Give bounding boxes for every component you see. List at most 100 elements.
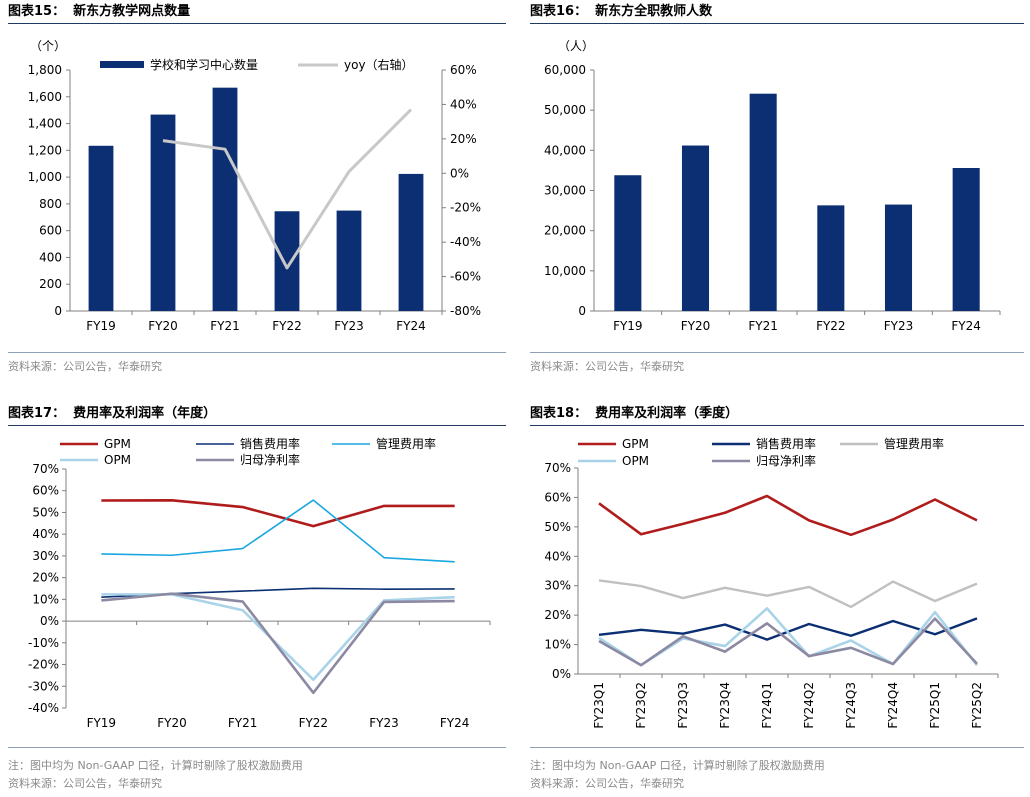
y-tick-label: 10% bbox=[32, 592, 59, 606]
yoy-line bbox=[162, 108, 413, 270]
y-tick-label: 60,000 bbox=[544, 63, 586, 77]
chart-15: （个） 0 200 400 600 800 1,000 1,200 1,400 1,600 1,80… bbox=[28, 39, 481, 333]
legend-label-line: yoy（右轴） bbox=[344, 57, 414, 72]
source-15: 资料来源：公司公告，华泰研究 bbox=[8, 360, 162, 373]
x-tick-label: FY24 bbox=[440, 716, 470, 730]
series-line bbox=[101, 498, 455, 528]
y-tick-label: -40% bbox=[28, 701, 59, 715]
y-tick-label: 0% bbox=[552, 667, 571, 681]
y-tick-label: 50% bbox=[544, 520, 571, 534]
y-tick-label: 10,000 bbox=[544, 264, 586, 278]
y-tick-label-left: 1,600 bbox=[28, 90, 62, 104]
bottom-rule-16 bbox=[530, 352, 1024, 353]
y-tick-label-left: 1,000 bbox=[28, 170, 62, 184]
legend-swatch-bar bbox=[100, 61, 144, 68]
chart-18: 0% 10% 20% 30% 40% 50% 60% 70% FY23Q1 FY23Q2 FY23Q… bbox=[544, 436, 999, 729]
x-tick-label: FY22 bbox=[299, 716, 329, 730]
x-tick-label: FY24Q1 bbox=[760, 682, 774, 729]
y-tick-label: 20% bbox=[32, 571, 59, 585]
y-tick-label-left: 200 bbox=[39, 277, 62, 291]
legend-label: 管理费用率 bbox=[376, 436, 436, 451]
x-tick-label: FY23Q4 bbox=[718, 682, 732, 729]
source-16: 资料来源：公司公告，华泰研究 bbox=[530, 360, 684, 373]
x-tick-label: FY22 bbox=[816, 319, 846, 333]
legend-label: GPM bbox=[104, 437, 131, 451]
series-line bbox=[598, 494, 978, 537]
chart-title-18: 图表18： 费用率及利润率（季度） bbox=[530, 406, 739, 421]
legend-label: 归母净利率 bbox=[756, 453, 816, 468]
y-tick-label: 30% bbox=[32, 549, 59, 563]
bar bbox=[884, 204, 913, 311]
unit-label: （个） bbox=[30, 39, 66, 53]
y-tick-label: 50,000 bbox=[544, 103, 586, 117]
chart-17: -40% -30% -20% -10% 0% 10% 20% 30% 40% 50% 60% 70% F… bbox=[28, 436, 491, 730]
y-tick-label-left: 400 bbox=[39, 250, 62, 264]
bar bbox=[150, 114, 176, 312]
bar bbox=[336, 210, 362, 311]
note-18: 注：图中均为 Non-GAAP 口径，计算时剔除了股权激励费用 bbox=[530, 759, 825, 772]
y-tick-label: 0 bbox=[578, 304, 586, 318]
bottom-rule-15 bbox=[8, 352, 506, 353]
y-tick-label-left: 800 bbox=[39, 197, 62, 211]
series-line bbox=[598, 579, 978, 609]
x-tick-label: FY23Q1 bbox=[592, 682, 606, 729]
legend-label: 归母净利率 bbox=[240, 452, 300, 467]
x-tick-label: FY24Q4 bbox=[886, 682, 900, 729]
y-tick-label: 70% bbox=[32, 462, 59, 476]
y-tick-label: 70% bbox=[544, 461, 571, 475]
y-tick-label: 40% bbox=[544, 549, 571, 563]
legend-label-bar: 学校和学习中心数量 bbox=[150, 57, 258, 72]
title-rule-15 bbox=[8, 23, 506, 24]
y-tick-label-left: 0 bbox=[54, 304, 62, 318]
x-tick-label: FY25Q1 bbox=[928, 682, 942, 729]
x-tick-label: FY23Q2 bbox=[634, 682, 648, 729]
y-tick-label: 60% bbox=[544, 490, 571, 504]
y-tick-label-right: 20% bbox=[450, 132, 477, 146]
bar bbox=[88, 145, 114, 311]
y-tick-label-right: 0% bbox=[450, 166, 469, 180]
chart-panel-16: 图表16： 新东方全职教师人数 （人） 0 10,000 20,000 30,000 40,… bbox=[530, 0, 1024, 380]
x-tick-label: FY24Q3 bbox=[844, 682, 858, 729]
chart-title-17: 图表17： 费用率及利润率（年度） bbox=[8, 406, 217, 421]
x-tick-label: FY25Q2 bbox=[970, 682, 984, 729]
source-18: 资料来源：公司公告，华泰研究 bbox=[530, 777, 684, 790]
y-tick-label-right: 60% bbox=[450, 63, 477, 77]
bottom-rule-17 bbox=[8, 747, 506, 748]
bar bbox=[398, 173, 424, 311]
x-tick-label: FY21 bbox=[228, 716, 258, 730]
x-tick-label: FY23 bbox=[334, 319, 364, 333]
y-tick-label: 20,000 bbox=[544, 224, 586, 238]
x-tick-label: FY21 bbox=[210, 319, 240, 333]
legend-label: OPM bbox=[622, 454, 649, 468]
x-tick-label: FY19 bbox=[86, 319, 116, 333]
y-tick-label-right: -80% bbox=[450, 304, 481, 318]
y-tick-label: 60% bbox=[32, 484, 59, 498]
bar bbox=[681, 145, 710, 311]
chart-title-15: 图表15： 新东方教学网点数量 bbox=[8, 4, 191, 19]
unit-label: （人） bbox=[558, 39, 594, 53]
y-tick-label: -10% bbox=[28, 636, 59, 650]
chart-panel-17: 图表17： 费用率及利润率（年度） -40% -30% -20% -10% 0% 10% 20… bbox=[8, 402, 506, 797]
y-tick-label: -20% bbox=[28, 658, 59, 672]
x-tick-label: FY23 bbox=[884, 319, 914, 333]
series-line bbox=[101, 592, 455, 695]
bar bbox=[952, 168, 980, 311]
x-tick-label: FY21 bbox=[748, 319, 778, 333]
x-tick-label: FY24 bbox=[951, 319, 981, 333]
source-17: 资料来源：公司公告，华泰研究 bbox=[8, 777, 162, 790]
note-17: 注：图中均为 Non-GAAP 口径，计算时剔除了股权激励费用 bbox=[8, 759, 303, 772]
title-rule-18 bbox=[530, 425, 1024, 426]
y-tick-label: -30% bbox=[28, 679, 59, 693]
bar bbox=[274, 211, 300, 311]
y-tick-label: 50% bbox=[32, 505, 59, 519]
x-tick-label: FY20 bbox=[148, 319, 178, 333]
series-line bbox=[101, 499, 455, 563]
legend-label: 管理费用率 bbox=[884, 436, 944, 451]
x-tick-label: FY20 bbox=[681, 319, 711, 333]
y-tick-label-left: 1,800 bbox=[28, 63, 62, 77]
x-tick-label: FY24Q2 bbox=[802, 682, 816, 729]
chart-panel-15: 图表15： 新东方教学网点数量 （个） 0 200 400 600 800 1,000 1,20… bbox=[8, 0, 506, 380]
x-tick-label: FY23Q3 bbox=[676, 682, 690, 729]
y-tick-label: 20% bbox=[544, 608, 571, 622]
x-tick-label: FY24 bbox=[396, 319, 426, 333]
